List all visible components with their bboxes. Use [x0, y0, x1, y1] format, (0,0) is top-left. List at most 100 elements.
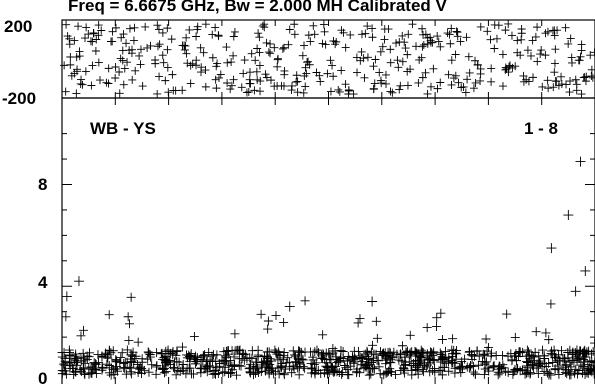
amplitude-point: [182, 353, 192, 363]
phase-point: [199, 48, 208, 57]
amplitude-point: [525, 369, 535, 379]
phase-point: [309, 21, 318, 30]
amplitude-point: [411, 347, 421, 357]
amplitude-point: [229, 352, 239, 362]
amplitude-point: [67, 357, 77, 367]
amplitude-point: [212, 350, 222, 360]
phase-point: [153, 42, 162, 51]
amplitude-point: [257, 360, 267, 370]
amplitude-point: [547, 350, 557, 360]
phase-point: [253, 75, 262, 84]
phase-point: [120, 64, 129, 73]
amplitude-point: [191, 359, 201, 369]
amplitude-point: [289, 364, 299, 374]
amplitude-point: [198, 356, 208, 366]
phase-point: [229, 75, 238, 84]
phase-point: [498, 82, 507, 91]
phase-point: [319, 20, 328, 29]
amplitude-point: [211, 369, 221, 379]
phase-point: [227, 58, 236, 67]
phase-point: [320, 27, 329, 36]
amplitude-point: [225, 368, 235, 378]
amplitude-point: [186, 349, 196, 359]
amplitude-point: [448, 334, 458, 344]
phase-point: [119, 80, 128, 89]
phase-point: [63, 32, 72, 41]
phase-point: [300, 71, 309, 80]
phase-point: [321, 40, 330, 49]
amplitude-point: [198, 351, 208, 361]
phase-point: [72, 53, 81, 62]
amplitude-point: [234, 354, 244, 364]
amplitude-point: [564, 365, 573, 375]
amplitude-point: [163, 357, 173, 367]
phase-point: [196, 43, 205, 52]
phase-point: [565, 88, 574, 97]
phase-point: [465, 68, 474, 77]
phase-point: [135, 51, 144, 60]
phase-point: [551, 45, 560, 54]
phase-point: [453, 32, 462, 41]
phase-point: [533, 57, 542, 66]
amplitude-point: [294, 361, 304, 371]
amplitude-point: [84, 363, 94, 373]
phase-point: [214, 73, 223, 82]
amplitude-point: [581, 349, 591, 359]
amplitude-point: [123, 312, 133, 322]
phase-point: [543, 27, 552, 36]
amplitude-point: [541, 328, 551, 338]
phase-point: [382, 79, 391, 88]
amplitude-point: [554, 369, 564, 379]
amplitude-point: [585, 365, 595, 375]
amplitude-point: [144, 348, 154, 358]
amplitude-point: [230, 346, 240, 356]
phase-point: [395, 85, 404, 94]
phase-point: [538, 82, 547, 91]
phase-point: [201, 20, 210, 29]
amplitude-point: [172, 346, 182, 356]
amplitude-point: [322, 362, 332, 372]
amplitude-point: [125, 362, 135, 372]
amplitude-point: [568, 349, 578, 359]
amplitude-point: [531, 327, 541, 337]
amplitude-point: [310, 369, 320, 379]
phase-point: [229, 32, 238, 41]
phase-point: [444, 70, 453, 79]
amplitude-point: [199, 352, 209, 362]
amplitude-point: [405, 330, 415, 340]
phase-point: [501, 26, 510, 35]
amplitude-point: [410, 348, 420, 358]
phase-point: [201, 82, 210, 91]
amplitude-point: [336, 345, 346, 355]
amplitude-point: [429, 347, 439, 357]
phase-point: [476, 76, 485, 85]
phase-point: [398, 57, 407, 66]
phase-point: [561, 23, 570, 32]
amplitude-point: [522, 345, 532, 355]
phase-point: [392, 39, 401, 48]
phase-point: [528, 36, 537, 45]
amplitude-point: [529, 352, 539, 362]
phase-point: [567, 53, 576, 62]
phase-point: [264, 48, 273, 57]
amplitude-point: [120, 364, 130, 374]
amplitude-point: [78, 325, 88, 335]
phase-point: [201, 66, 210, 75]
phase-point: [429, 64, 438, 73]
phase-point: [516, 51, 525, 60]
amplitude-point: [479, 349, 489, 359]
amplitude-point: [290, 357, 300, 367]
amplitude-point: [342, 356, 352, 366]
phase-point: [505, 61, 514, 70]
amplitude-point: [204, 347, 214, 357]
phase-point: [186, 79, 195, 88]
phase-point: [262, 38, 271, 47]
phase-point: [526, 51, 535, 60]
amplitude-point: [307, 363, 317, 373]
phase-point: [130, 23, 139, 32]
phase-point: [550, 59, 559, 68]
phase-point: [266, 76, 275, 85]
amplitude-point: [550, 365, 560, 375]
phase-point: [363, 22, 372, 31]
amplitude-point: [245, 368, 255, 378]
